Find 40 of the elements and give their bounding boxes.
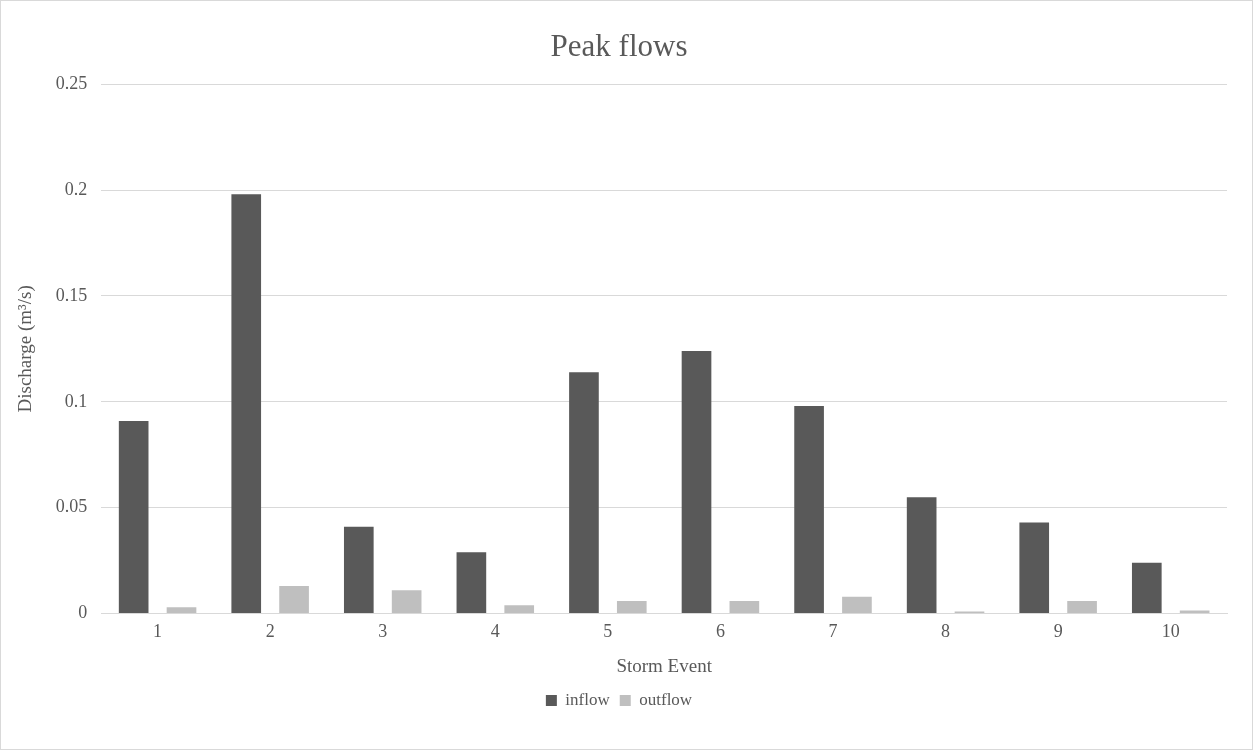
x-tick-label: 4 xyxy=(490,621,500,642)
legend-label: inflow xyxy=(565,689,611,709)
x-tick-label: 2 xyxy=(265,621,275,642)
x-axis-title: Storm Event xyxy=(616,654,713,676)
chart-title: Peak flows xyxy=(550,27,688,63)
bar xyxy=(616,600,647,614)
x-tick-label: 9 xyxy=(1053,621,1063,642)
bar xyxy=(279,586,309,614)
y-tick-label: 0.1 xyxy=(64,390,88,411)
bar xyxy=(842,596,872,614)
bar xyxy=(794,406,824,614)
x-tick-label: 6 xyxy=(715,621,725,642)
bar xyxy=(391,590,422,614)
bar xyxy=(729,600,760,614)
bar xyxy=(1131,562,1162,614)
y-axis-title: Discharge (m³/s) xyxy=(14,285,37,413)
x-tick-label: 5 xyxy=(603,621,613,642)
x-tick-label: 3 xyxy=(378,621,388,642)
x-tick-label: 1 xyxy=(153,621,163,642)
y-tick-label: 0.15 xyxy=(55,284,88,305)
bar xyxy=(118,420,149,614)
x-tick-label: 8 xyxy=(941,621,951,642)
bar xyxy=(569,372,599,614)
bar xyxy=(504,605,535,614)
bar xyxy=(456,552,487,614)
bar xyxy=(1019,522,1050,614)
x-tick-label: 10 xyxy=(1161,621,1180,642)
y-tick-label: 0 xyxy=(78,602,88,623)
y-tick-label: 0.25 xyxy=(55,72,88,93)
bar xyxy=(681,351,712,614)
bar xyxy=(231,194,262,614)
bar xyxy=(1179,610,1210,614)
y-tick-label: 0.2 xyxy=(64,178,88,199)
bar xyxy=(343,526,374,614)
legend-label: outflow xyxy=(639,689,693,709)
bar xyxy=(1067,600,1097,614)
bar xyxy=(166,607,197,614)
bar xyxy=(906,497,937,614)
x-tick-label: 7 xyxy=(828,621,838,642)
y-tick-label: 0.05 xyxy=(55,496,88,517)
